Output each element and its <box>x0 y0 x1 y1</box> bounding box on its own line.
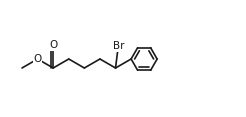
Text: O: O <box>49 40 57 50</box>
Text: O: O <box>33 54 42 64</box>
Text: Br: Br <box>113 41 124 51</box>
